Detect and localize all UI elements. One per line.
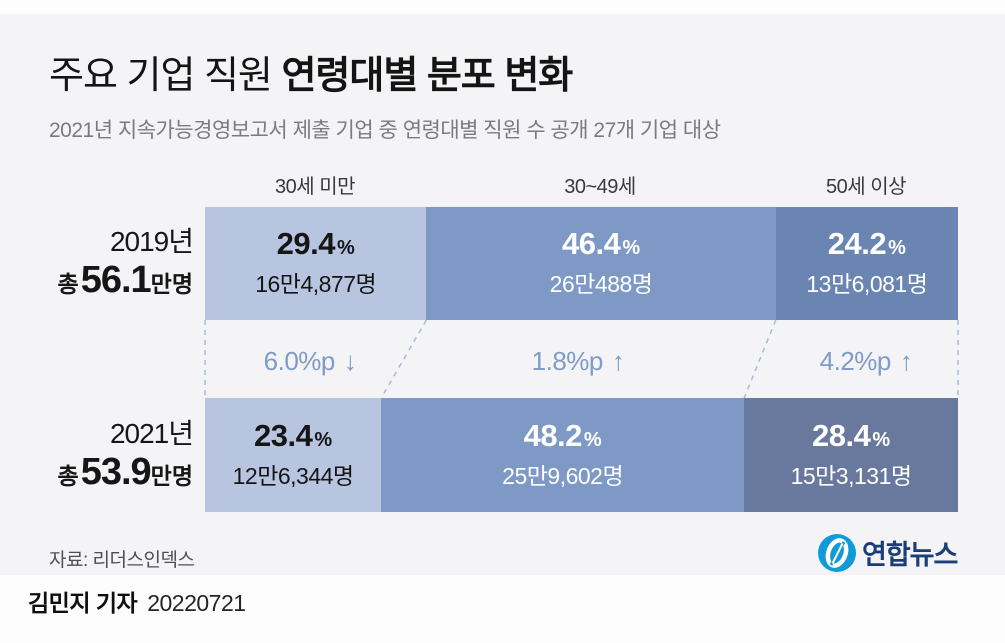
yonhap-logo-icon [818, 533, 856, 572]
bar-segment-2021-50plus: 28.4% 15만3,131명 [744, 398, 958, 512]
column-header-30-49: 30~49세 [564, 176, 636, 198]
change-under30: 6.0%p ↓ [263, 346, 357, 376]
stacked-bar-2019: 29.4% 16만4,877명 46.4% 26만488명 24.2% 13만6… [205, 207, 958, 320]
title-bold: 연령대별 분포 변화 [281, 55, 573, 97]
bar-segment-2019-under30: 29.4% 16만4,877명 [205, 207, 427, 320]
segment-count: 25만9,602명 [502, 462, 624, 489]
segment-percent: 29.4% [276, 226, 355, 261]
segment-count: 13만6,081명 [806, 271, 928, 297]
segment-percent: 23.4% [254, 417, 333, 453]
year-label: 2021년 [109, 418, 194, 449]
yonhap-logo-text: 연합뉴스 [862, 540, 958, 570]
segment-percent: 46.4% [562, 226, 641, 261]
column-header-50-plus: 50세 이상 [825, 176, 907, 198]
total-label: 총56.1만명 [57, 259, 193, 302]
segment-count: 15만3,131명 [790, 462, 912, 489]
segment-percent: 28.4% [811, 417, 891, 453]
row-label-2021: 2021년 총53.9만명 [20, 418, 194, 494]
down-arrow-icon: ↓ [343, 346, 357, 376]
reporter-name: 김민지 기자 [28, 590, 138, 616]
subtitle: 2021년 지속가능경영보고서 제출 기업 중 연령대별 직원 수 공개 27개… [49, 119, 721, 142]
segment-count: 26만488명 [549, 271, 653, 297]
segment-percent: 48.2% [523, 417, 602, 453]
yonhap-news-logo: 연합뉴스 [818, 533, 958, 572]
chart-card: 주요 기업 직원 연령대별 분포 변화 2021년 지속가능경영보고서 제출 기… [0, 14, 1005, 575]
change-50plus: 4.2%p ↑ [819, 346, 913, 376]
up-arrow-icon: ↑ [611, 346, 625, 376]
bar-segment-2019-30-49: 46.4% 26만488명 [426, 207, 776, 320]
bar-segment-2021-under30: 23.4% 12만6,344명 [205, 398, 382, 512]
segment-count: 12만6,344명 [232, 462, 354, 489]
source-credit: 자료: 리더스인덱스 [49, 550, 195, 571]
year-label: 2019년 [109, 226, 194, 257]
change-30-49: 1.8%p ↑ [531, 346, 625, 376]
byline: 김민지 기자 20220721 [28, 584, 246, 618]
bar-segment-2019-50plus: 24.2% 13만6,081명 [775, 207, 958, 320]
publish-date: 20220721 [147, 590, 246, 616]
up-arrow-icon: ↑ [899, 346, 913, 376]
bar-segment-2021-30-49: 48.2% 25만9,602명 [381, 398, 745, 512]
segment-percent: 24.2% [827, 226, 906, 261]
row-label-2019: 2019년 총56.1만명 [20, 226, 194, 302]
page-title: 주요 기업 직원 연령대별 분포 변화 [49, 44, 573, 99]
total-label: 총53.9만명 [57, 451, 193, 494]
column-header-under-30: 30세 미만 [274, 176, 356, 198]
stacked-bar-2021: 23.4% 12만6,344명 48.2% 25만9,602명 28.4% 15… [205, 398, 958, 512]
segment-count: 16만4,877명 [255, 271, 377, 297]
title-regular: 주요 기업 직원 [49, 55, 282, 97]
